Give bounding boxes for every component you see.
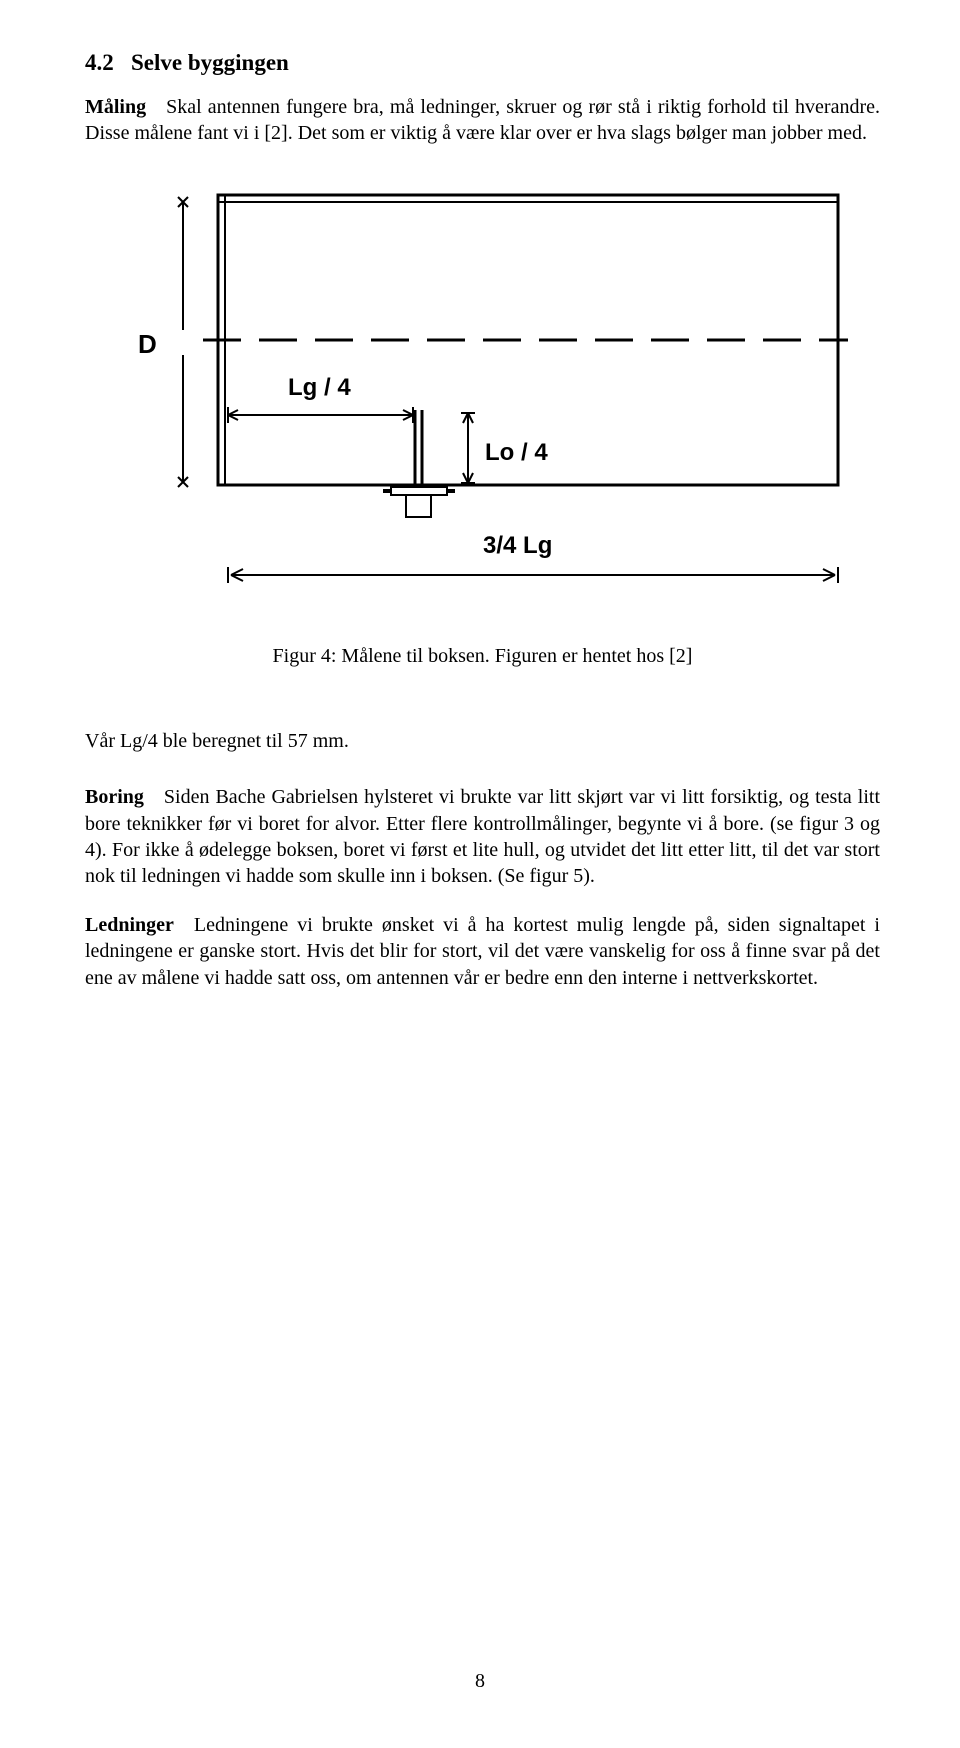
paragraph-boring: BoringSiden Bache Gabrielsen hylsteret v… bbox=[85, 784, 880, 890]
section-heading: 4.2 Selve byggingen bbox=[85, 50, 880, 76]
figure-4-caption: Figur 4: Målene til boksen. Figuren er h… bbox=[85, 645, 880, 668]
svg-text:D: D bbox=[138, 329, 157, 359]
paragraph-heading-maling: Måling bbox=[85, 96, 146, 118]
paragraph-heading-ledninger: Ledninger bbox=[85, 914, 174, 936]
paragraph-text-boring: Siden Bache Gabrielsen hylsteret vi bruk… bbox=[85, 786, 880, 887]
paragraph-ledninger: LedningerLedningene vi brukte ønsket vi … bbox=[85, 912, 880, 991]
paragraph-lg-note: Vår Lg/4 ble beregnet til 57 mm. bbox=[85, 728, 880, 754]
figure-4: D Lg / 4 Lo / 4 bbox=[85, 185, 880, 668]
section-number: 4.2 bbox=[85, 50, 114, 75]
page-number: 8 bbox=[0, 1670, 960, 1693]
svg-text:Lo / 4: Lo / 4 bbox=[485, 439, 548, 466]
paragraph-text-maling: Skal antennen fungere bra, må ledninger,… bbox=[85, 96, 880, 144]
paragraph-heading-boring: Boring bbox=[85, 786, 144, 808]
svg-text:3/4 Lg: 3/4 Lg bbox=[483, 532, 552, 559]
paragraph-maling: MålingSkal antennen fungere bra, må ledn… bbox=[85, 94, 880, 147]
lg-note-text: Vår Lg/4 ble beregnet til 57 mm. bbox=[85, 730, 349, 752]
svg-text:Lg / 4: Lg / 4 bbox=[288, 374, 351, 401]
paragraph-text-ledninger: Ledningene vi brukte ønsket vi å ha kort… bbox=[85, 914, 880, 989]
section-title: Selve byggingen bbox=[131, 50, 289, 75]
figure-4-svg: D Lg / 4 Lo / 4 bbox=[113, 185, 853, 605]
